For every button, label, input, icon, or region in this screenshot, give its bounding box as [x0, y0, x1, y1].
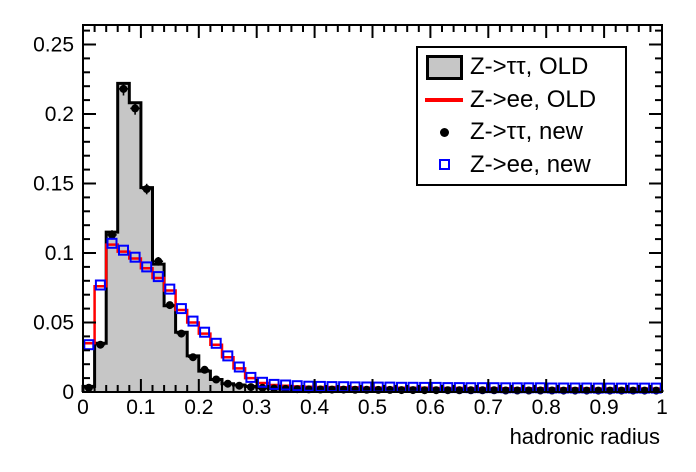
- y-axis-tick-labels: 0 0.05 0.1 0.15 0.2 0.25: [33, 34, 74, 405]
- blue-open-square-marker-icon: [438, 159, 450, 171]
- black-circle-marker-icon: [439, 127, 449, 137]
- legend-entry-zee-new: Z->ee, new: [418, 149, 625, 181]
- x-tick-label: 0.1: [126, 396, 155, 419]
- x-tick-label: 0.6: [416, 396, 445, 419]
- x-tick-label: 0: [77, 396, 89, 419]
- x-axis-title: hadronic radius: [509, 424, 660, 449]
- red-line-swatch-icon: [425, 97, 463, 102]
- gray-filled-histogram-swatch-icon: [425, 54, 463, 80]
- y-tick-label: 0.15: [33, 173, 74, 196]
- legend-entry-ztautau-new: Z->ττ, new: [418, 116, 625, 148]
- x-axis-tick-labels: 0 0.1 0.2 0.3 0.4 0.5 0.6 0.7 0.8 0.9 1: [77, 396, 668, 419]
- x-tick-label: 0.5: [358, 396, 387, 419]
- legend-entry-ztautau-old: Z->ττ, OLD: [418, 51, 625, 83]
- legend-label: Z->ee, OLD: [470, 85, 597, 113]
- x-tick-label: 0.9: [589, 396, 618, 419]
- y-tick-label: 0: [62, 381, 74, 404]
- legend-label: Z->ee, new: [470, 150, 591, 178]
- y-tick-label: 0.05: [33, 312, 74, 335]
- x-tick-label: 0.4: [300, 396, 330, 419]
- x-tick-label: 0.3: [242, 396, 271, 419]
- legend: Z->ττ, OLD Z->ee, OLD Z->ττ, new Z->ee, …: [416, 46, 627, 186]
- y-tick-label: 0.1: [45, 242, 74, 265]
- series-zee-new: [83, 237, 662, 394]
- x-tick-label: 1: [656, 396, 668, 419]
- axis-ticks: [82, 25, 663, 393]
- x-tick-label: 0.2: [184, 396, 213, 419]
- x-tick-label: 0.7: [474, 396, 503, 419]
- y-tick-label: 0.2: [45, 103, 74, 126]
- legend-label: Z->ττ, OLD: [470, 53, 589, 81]
- legend-label: Z->ττ, new: [470, 118, 583, 146]
- x-tick-label: 0.8: [532, 396, 561, 419]
- legend-entry-zee-old: Z->ee, OLD: [418, 84, 625, 116]
- y-tick-label: 0.25: [33, 34, 74, 57]
